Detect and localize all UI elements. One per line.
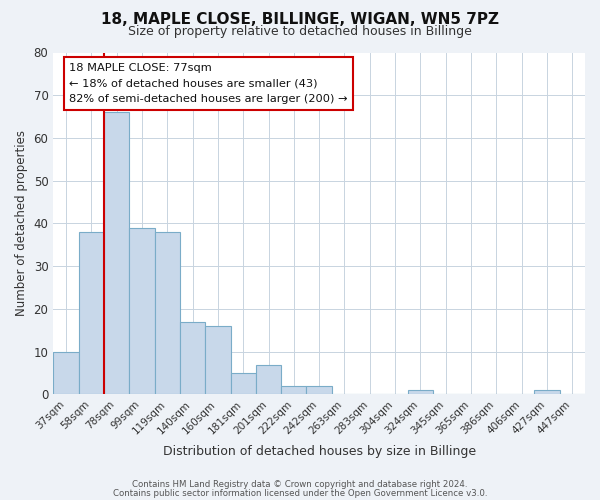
- Bar: [281, 386, 307, 394]
- Bar: [230, 373, 256, 394]
- Bar: [535, 390, 560, 394]
- Text: Contains public sector information licensed under the Open Government Licence v3: Contains public sector information licen…: [113, 488, 487, 498]
- Y-axis label: Number of detached properties: Number of detached properties: [15, 130, 28, 316]
- Bar: [180, 322, 205, 394]
- Text: 18, MAPLE CLOSE, BILLINGE, WIGAN, WN5 7PZ: 18, MAPLE CLOSE, BILLINGE, WIGAN, WN5 7P…: [101, 12, 499, 28]
- Bar: [256, 364, 281, 394]
- Bar: [307, 386, 332, 394]
- Bar: [155, 232, 180, 394]
- X-axis label: Distribution of detached houses by size in Billinge: Distribution of detached houses by size …: [163, 444, 476, 458]
- Text: Contains HM Land Registry data © Crown copyright and database right 2024.: Contains HM Land Registry data © Crown c…: [132, 480, 468, 489]
- Text: Size of property relative to detached houses in Billinge: Size of property relative to detached ho…: [128, 25, 472, 38]
- Bar: [408, 390, 433, 394]
- Bar: [205, 326, 230, 394]
- Bar: [53, 352, 79, 395]
- Bar: [79, 232, 104, 394]
- Bar: [129, 228, 155, 394]
- Bar: [104, 112, 129, 394]
- Text: 18 MAPLE CLOSE: 77sqm
← 18% of detached houses are smaller (43)
82% of semi-deta: 18 MAPLE CLOSE: 77sqm ← 18% of detached …: [69, 63, 348, 104]
